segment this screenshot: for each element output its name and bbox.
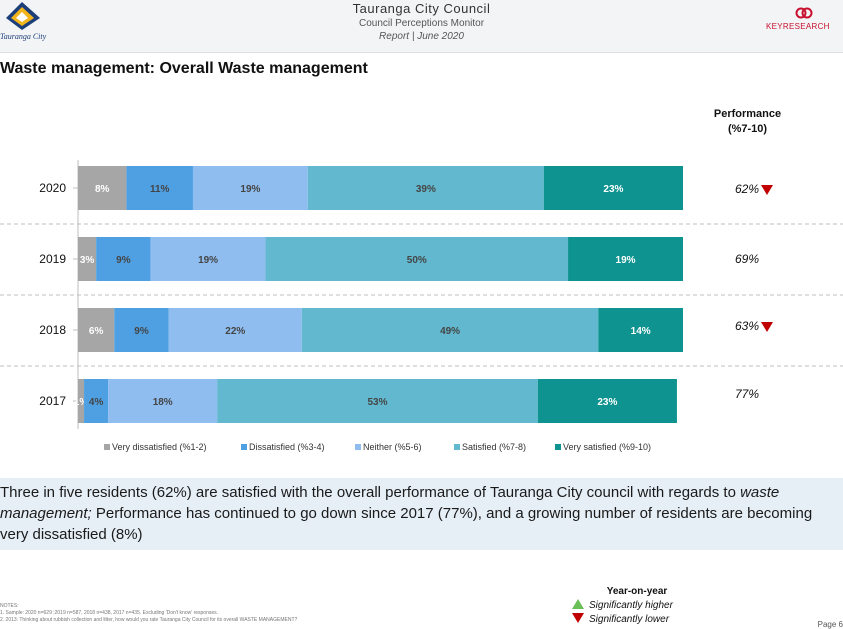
summary-text-italic: waste management; <box>0 484 780 522</box>
bar-segment <box>126 166 193 210</box>
bar-segment <box>307 166 544 210</box>
performance-header: Performance (%7-10) <box>700 107 795 137</box>
bar-segment <box>78 237 97 281</box>
tauranga-logo-text: Tauranga City <box>0 32 47 41</box>
performance-value-text: 63% <box>735 319 760 333</box>
bar-segment <box>265 237 569 281</box>
category-label: 2020 <box>39 181 66 195</box>
year-on-year-key: Year-on-year Significantly higher Signif… <box>572 586 702 627</box>
triangle-up-icon <box>572 599 584 609</box>
header-subtitle: Council Perceptions Monitor <box>358 18 485 29</box>
bar-segment <box>168 308 302 352</box>
keyresearch-logo-text: KEYRESEARCH <box>766 22 830 31</box>
data-label: 23% <box>597 397 617 408</box>
bar-segment <box>217 379 538 423</box>
data-label: 22% <box>225 326 245 337</box>
performance-value-text: 69% <box>735 252 760 266</box>
performance-value-2019: 69% <box>735 252 759 266</box>
bar-segment <box>537 379 677 423</box>
header-report: Report | June 2020 <box>379 31 464 42</box>
bar-segment <box>598 308 683 352</box>
report-header: Tauranga City Tauranga City Council Coun… <box>0 0 843 53</box>
header-center: Tauranga City Council Council Perception… <box>300 0 543 42</box>
data-label: 50% <box>407 255 427 266</box>
bar-segment <box>78 308 115 352</box>
legend-label: Dissatisfied (%3-4) <box>249 442 325 452</box>
data-label: 11% <box>150 184 170 195</box>
keyresearch-logo-icon: KEYRESEARCH <box>766 7 830 31</box>
legend-label: Very satisfied (%9-10) <box>563 442 651 452</box>
performance-header-line1: Performance <box>713 108 782 120</box>
data-label: 53% <box>367 397 387 408</box>
data-label: 9% <box>116 255 131 266</box>
bar-segment <box>78 379 85 423</box>
significant-decrease-icon <box>761 321 774 332</box>
performance-value-2018: 63% <box>735 319 774 333</box>
stacked-bar-chart: 2020 8% 11% 19% 39% 23% 2019 3% 9% 19% 50% 19% 2018 6… <box>0 160 843 452</box>
data-label: 19% <box>240 184 260 195</box>
summary-text-1: Three in five residents (62%) are satisf… <box>0 484 741 501</box>
notes-line-1: 1. Sample: 2020 n=629 ;2019 n=587, 2018 … <box>0 610 219 616</box>
triangle-down-icon <box>572 613 584 623</box>
performance-value-2020: 62% <box>735 182 774 196</box>
summary-box: Three in five residents (62%) are satisf… <box>0 478 843 550</box>
significant-decrease-icon <box>761 184 774 195</box>
performance-value-text: 62% <box>735 182 760 196</box>
data-label: 9% <box>134 326 149 337</box>
data-label: 4% <box>89 397 104 408</box>
data-label: 3% <box>80 255 95 266</box>
data-label: 19% <box>198 255 218 266</box>
legend-label: Satisfied (%7-8) <box>462 442 526 452</box>
data-label: 18% <box>153 397 173 408</box>
bar-segment <box>192 166 308 210</box>
bar-segment <box>543 166 683 210</box>
notes-line-2: 2. 2013: Thinking about rubbish collecti… <box>0 617 298 623</box>
bar-segment <box>96 237 151 281</box>
bar-segment <box>84 379 109 423</box>
yoy-higher: Significantly higher <box>572 599 702 613</box>
data-label: 19% <box>616 255 636 266</box>
category-label: 2019 <box>39 252 66 266</box>
page-number: Page 6 <box>817 620 843 629</box>
header-title: Tauranga City Council <box>352 1 491 16</box>
yoy-higher-label: Significantly higher <box>589 600 673 611</box>
data-label: 49% <box>440 326 460 337</box>
yoy-lower: Significantly lower <box>572 613 702 627</box>
notes-heading: NOTES: <box>0 603 19 609</box>
legend-swatch <box>355 444 361 450</box>
summary-text-2: Performance has continued to go down sin… <box>0 505 813 543</box>
data-label: 8% <box>95 184 110 195</box>
data-label: 6% <box>89 326 104 337</box>
legend-swatch <box>241 444 247 450</box>
page-title: Waste management: Overall Waste manageme… <box>0 60 368 77</box>
bar-segment <box>78 166 127 210</box>
legend-swatch <box>104 444 110 450</box>
performance-value-text: 77% <box>735 387 760 401</box>
bar-segment <box>150 237 266 281</box>
legend-label: Neither (%5-6) <box>363 442 422 452</box>
data-label: 14% <box>631 326 651 337</box>
data-label: 1% <box>74 397 89 408</box>
yoy-lower-label: Significantly lower <box>589 614 670 625</box>
performance-header-line2: (%7-10) <box>727 123 768 135</box>
category-label: 2018 <box>39 323 66 337</box>
bar-segment <box>108 379 218 423</box>
category-label: 2017 <box>39 394 66 408</box>
legend-swatch <box>454 444 460 450</box>
notes: NOTES: 1. Sample: 2020 n=629 ;2019 n=587… <box>0 603 420 624</box>
bar-segment <box>568 237 683 281</box>
data-label: 23% <box>603 184 623 195</box>
data-label: 39% <box>416 184 436 195</box>
bar-segment <box>301 308 599 352</box>
legend-swatch <box>555 444 561 450</box>
legend-label: Very dissatisfied (%1-2) <box>112 442 207 452</box>
bar-segment <box>114 308 169 352</box>
yoy-title: Year-on-year <box>606 586 668 597</box>
tauranga-logo-icon <box>6 2 40 30</box>
performance-value-2017: 77% <box>735 387 759 401</box>
